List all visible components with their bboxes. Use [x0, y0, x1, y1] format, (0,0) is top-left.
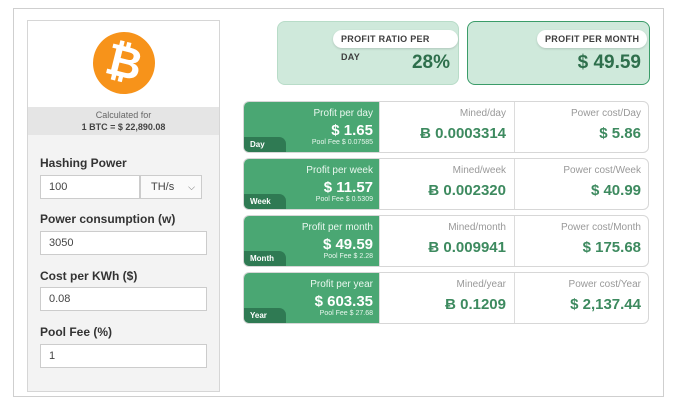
mined-label: Mined/week — [452, 165, 506, 176]
period-tag: Week — [244, 194, 286, 209]
logo-area: ₿ — [28, 21, 219, 108]
power-consumption-label: Power consumption (w) — [40, 212, 176, 226]
profit-value: $ 49.59 — [322, 236, 373, 253]
result-row-year: Profit per year $ 603.35 Pool Fee $ 27.6… — [243, 272, 649, 324]
profit-ratio-value: 28% — [411, 52, 450, 73]
profit-cell: Profit per day $ 1.65 Pool Fee $ 0.07585… — [244, 102, 379, 152]
pool-fee-value: Pool Fee $ 0.07585 — [311, 139, 373, 146]
hashing-unit-value: TH/s — [151, 181, 175, 193]
power-cost-cell: Power cost/Week $ 40.99 — [514, 159, 648, 209]
mined-label: Mined/year — [456, 279, 506, 290]
calculated-for: Calculated for 1 BTC = $ 22,890.08 — [28, 107, 219, 135]
hashing-unit-select[interactable]: TH/s ⌵ — [140, 175, 202, 199]
power-cost-label: Power cost/Day — [570, 108, 641, 119]
mined-value: Ƀ 0.002320 — [428, 182, 506, 199]
calculated-for-label: Calculated for — [95, 110, 152, 120]
pool-fee-label: Pool Fee (%) — [40, 325, 113, 339]
period-tag: Month — [244, 251, 286, 266]
mined-cell: Mined/week Ƀ 0.002320 — [379, 159, 514, 209]
period-tag: Year — [244, 308, 286, 323]
power-cost-value: $ 40.99 — [590, 182, 641, 199]
profit-cell: Profit per year $ 603.35 Pool Fee $ 27.6… — [244, 273, 379, 323]
profit-cell: Profit per week $ 11.57 Pool Fee $ 0.530… — [244, 159, 379, 209]
bitcoin-logo-icon: ₿ — [86, 25, 162, 101]
result-row-day: Profit per day $ 1.65 Pool Fee $ 0.07585… — [243, 101, 649, 153]
profit-month-label: PROFIT PER MONTH — [537, 30, 648, 48]
power-cost-label: Power cost/Month — [560, 222, 641, 233]
chevron-down-icon: ⌵ — [188, 182, 195, 192]
pool-fee-input[interactable]: 1 — [40, 344, 207, 368]
mined-value: Ƀ 0.0003314 — [420, 125, 506, 142]
mined-value: Ƀ 0.009941 — [428, 239, 506, 256]
power-consumption-input[interactable]: 3050 — [40, 231, 207, 255]
hashing-power-input[interactable]: 100 — [40, 175, 140, 199]
profit-cell: Profit per month $ 49.59 Pool Fee $ 2.28… — [244, 216, 379, 266]
btc-rate: 1 BTC = $ 22,890.08 — [81, 122, 166, 132]
power-cost-value: $ 5.86 — [599, 125, 641, 142]
hashing-power-label: Hashing Power — [40, 156, 127, 170]
power-cost-label: Power cost/Year — [568, 279, 641, 290]
profit-label: Profit per week — [306, 165, 373, 176]
profit-ratio-card: PROFIT RATIO PER DAY 28% — [277, 21, 459, 85]
profit-label: Profit per year — [310, 279, 373, 290]
profit-value: $ 1.65 — [331, 122, 373, 139]
input-panel: ₿ Calculated for 1 BTC = $ 22,890.08 Has… — [27, 20, 220, 392]
profit-value: $ 11.57 — [323, 179, 373, 196]
pool-fee-value: Pool Fee $ 0.5309 — [315, 196, 373, 203]
mined-value: Ƀ 0.1209 — [445, 296, 506, 313]
pool-fee-value: Pool Fee $ 2.28 — [323, 253, 373, 260]
mined-cell: Mined/year Ƀ 0.1209 — [379, 273, 514, 323]
power-cost-label: Power cost/Week — [563, 165, 641, 176]
profit-month-card: PROFIT PER MONTH $ 49.59 — [467, 21, 650, 85]
profit-label: Profit per month — [301, 222, 373, 233]
power-cost-cell: Power cost/Year $ 2,137.44 — [514, 273, 648, 323]
period-tag: Day — [244, 137, 286, 152]
mined-label: Mined/month — [448, 222, 506, 233]
cost-per-kwh-label: Cost per KWh ($) — [40, 269, 138, 283]
cost-per-kwh-input[interactable]: 0.08 — [40, 287, 207, 311]
profit-value: $ 603.35 — [314, 293, 373, 310]
power-cost-cell: Power cost/Day $ 5.86 — [514, 102, 648, 152]
profit-month-value: $ 49.59 — [577, 52, 641, 73]
profit-ratio-label: PROFIT RATIO PER DAY — [333, 30, 458, 62]
result-row-month: Profit per month $ 49.59 Pool Fee $ 2.28… — [243, 215, 649, 267]
power-cost-value: $ 2,137.44 — [570, 296, 641, 313]
mined-cell: Mined/day Ƀ 0.0003314 — [379, 102, 514, 152]
mined-cell: Mined/month Ƀ 0.009941 — [379, 216, 514, 266]
profit-label: Profit per day — [313, 108, 373, 119]
power-cost-value: $ 175.68 — [582, 239, 641, 256]
pool-fee-value: Pool Fee $ 27.68 — [319, 310, 373, 317]
power-cost-cell: Power cost/Month $ 175.68 — [514, 216, 648, 266]
mined-label: Mined/day — [459, 108, 506, 119]
result-row-week: Profit per week $ 11.57 Pool Fee $ 0.530… — [243, 158, 649, 210]
